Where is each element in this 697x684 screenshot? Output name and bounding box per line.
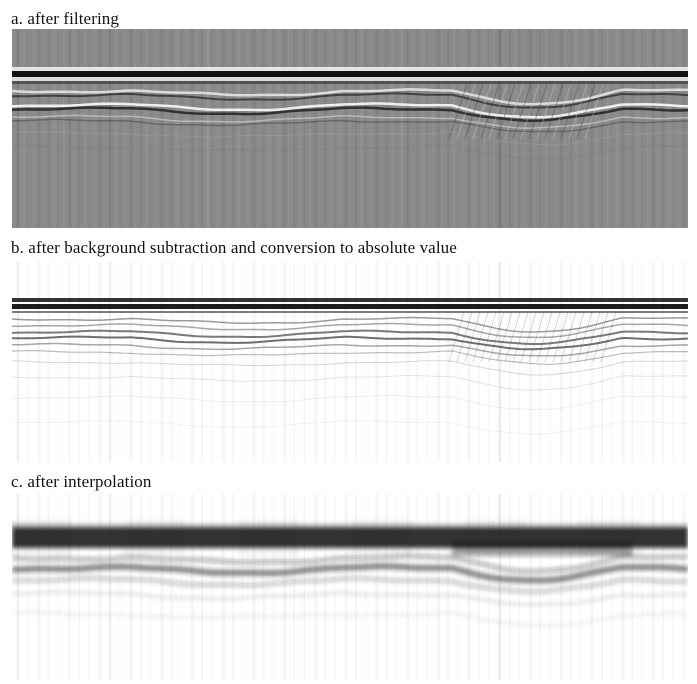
panel-a-image [12,29,688,228]
panel-c-interpolated-radargram [12,494,688,680]
panel-b-caption: b. after background subtraction and conv… [11,238,457,257]
panel-a-caption: a. after filtering [11,9,119,28]
panel-b-absolute-radargram [12,262,688,462]
panel-c-image [12,494,688,680]
panel-c-caption: c. after interpolation [11,472,152,491]
panel-a-filtered-radargram [12,29,688,228]
panel-b-image [12,262,688,462]
